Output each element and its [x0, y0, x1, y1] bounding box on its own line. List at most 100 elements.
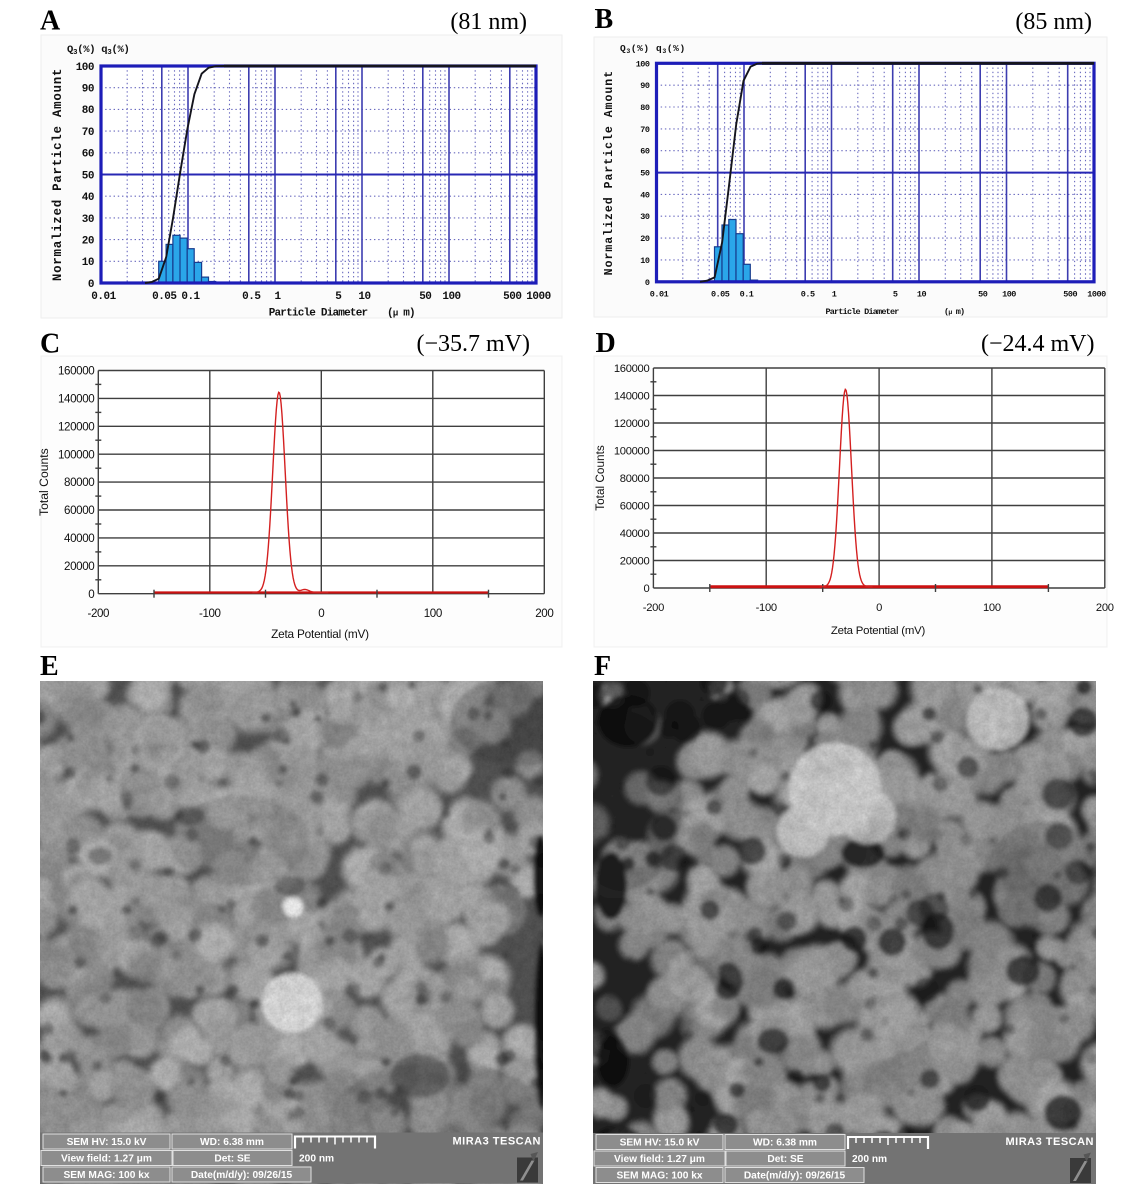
svg-text:SEM HV: 15.0 kV: SEM HV: 15.0 kV — [620, 1138, 700, 1149]
svg-text:1000: 1000 — [1087, 290, 1106, 300]
svg-text:B: B — [595, 4, 614, 35]
svg-text:100: 100 — [636, 59, 650, 69]
svg-text:Zeta Potential (mV): Zeta Potential (mV) — [831, 625, 926, 637]
svg-text:100: 100 — [442, 291, 460, 303]
svg-text:Date(m/d/y): 09/26/15: Date(m/d/y): 09/26/15 — [744, 1171, 846, 1182]
svg-text:10: 10 — [82, 257, 94, 269]
svg-text:5: 5 — [893, 290, 898, 300]
svg-text:D: D — [596, 328, 616, 359]
svg-text:50: 50 — [978, 290, 988, 300]
svg-text:160000: 160000 — [58, 365, 94, 378]
svg-text:-200: -200 — [87, 607, 109, 620]
svg-text:160000: 160000 — [614, 363, 650, 375]
svg-text:Total Counts: Total Counts — [593, 445, 607, 511]
svg-text:0: 0 — [88, 279, 94, 291]
svg-text:50: 50 — [419, 291, 431, 303]
svg-text:(85 nm): (85 nm) — [1015, 9, 1092, 35]
svg-text:Q3(%) q3(%): Q3(%) q3(%) — [67, 44, 129, 57]
svg-text:70: 70 — [82, 127, 94, 139]
svg-text:Particle Diameter: Particle Diameter — [269, 308, 368, 320]
svg-text:50: 50 — [640, 169, 650, 179]
svg-text:200 nm: 200 nm — [299, 1154, 334, 1165]
svg-text:500: 500 — [503, 291, 521, 303]
svg-text:Det: SE: Det: SE — [767, 1154, 803, 1165]
svg-text:200: 200 — [1096, 602, 1114, 614]
svg-text:20: 20 — [82, 235, 94, 247]
svg-text:E: E — [40, 651, 59, 682]
svg-text:0: 0 — [643, 583, 649, 595]
svg-text:SEM MAG: 100 kx: SEM MAG: 100 kx — [616, 1171, 702, 1182]
svg-text:F: F — [594, 651, 611, 682]
svg-text:90: 90 — [640, 81, 650, 91]
svg-text:20000: 20000 — [620, 555, 650, 567]
svg-text:0: 0 — [645, 278, 650, 288]
svg-text:200 nm: 200 nm — [852, 1154, 887, 1165]
svg-text:40: 40 — [82, 192, 94, 204]
svg-text:20: 20 — [640, 234, 650, 244]
svg-text:-100: -100 — [199, 607, 221, 620]
svg-text:10: 10 — [640, 256, 650, 266]
svg-text:40000: 40000 — [620, 528, 650, 540]
svg-text:60000: 60000 — [620, 500, 650, 512]
svg-text:(−35.7 mV): (−35.7 mV) — [416, 331, 530, 357]
svg-text:SEM HV: 15.0 kV: SEM HV: 15.0 kV — [67, 1137, 147, 1148]
svg-text:200: 200 — [535, 607, 553, 620]
svg-text:View field: 1.27 μm: View field: 1.27 μm — [614, 1154, 705, 1165]
svg-text:Det: SE: Det: SE — [214, 1154, 250, 1165]
svg-text:100000: 100000 — [58, 448, 94, 461]
svg-text:(μ m): (μ m) — [944, 307, 964, 317]
svg-text:View field: 1.27 μm: View field: 1.27 μm — [61, 1154, 152, 1165]
svg-text:60000: 60000 — [64, 504, 94, 517]
svg-text:1: 1 — [274, 291, 281, 303]
svg-text:90: 90 — [82, 84, 94, 96]
svg-text:-100: -100 — [756, 602, 777, 614]
svg-text:0.1: 0.1 — [181, 291, 200, 303]
svg-text:0: 0 — [876, 602, 882, 614]
svg-text:0.01: 0.01 — [650, 290, 669, 300]
svg-text:140000: 140000 — [614, 390, 650, 402]
svg-text:100: 100 — [1002, 290, 1016, 300]
svg-text:C: C — [40, 329, 60, 360]
svg-text:5: 5 — [335, 291, 342, 303]
svg-text:500: 500 — [1063, 290, 1077, 300]
svg-text:40000: 40000 — [64, 532, 94, 545]
svg-text:120000: 120000 — [614, 418, 650, 430]
svg-text:Q3(%) q3(%): Q3(%) q3(%) — [620, 43, 686, 55]
svg-text:(μ m): (μ m) — [387, 308, 415, 320]
svg-text:MIRA3 TESCAN: MIRA3 TESCAN — [1005, 1136, 1094, 1148]
svg-text:0.1: 0.1 — [740, 290, 754, 300]
svg-text:40: 40 — [640, 190, 650, 200]
svg-text:A: A — [40, 6, 61, 37]
svg-text:100: 100 — [76, 62, 94, 74]
svg-text:0.5: 0.5 — [801, 290, 815, 300]
svg-text:80: 80 — [82, 105, 94, 117]
svg-text:50: 50 — [82, 170, 94, 182]
svg-text:1000: 1000 — [526, 291, 550, 303]
svg-text:60: 60 — [640, 147, 650, 157]
svg-text:60: 60 — [82, 149, 94, 161]
svg-text:10: 10 — [358, 291, 370, 303]
svg-text:0: 0 — [88, 588, 94, 601]
svg-text:MIRA3 TESCAN: MIRA3 TESCAN — [452, 1136, 541, 1148]
svg-text:Total Counts: Total Counts — [37, 448, 51, 516]
svg-text:80000: 80000 — [620, 473, 650, 485]
svg-text:30: 30 — [82, 214, 94, 226]
svg-text:80: 80 — [640, 103, 650, 113]
svg-text:0.01: 0.01 — [91, 291, 116, 303]
svg-text:100: 100 — [983, 602, 1001, 614]
svg-text:Zeta Potential (mV): Zeta Potential (mV) — [271, 627, 369, 641]
svg-text:WD: 6.38 mm: WD: 6.38 mm — [200, 1137, 264, 1148]
svg-text:(−24.4 mV): (−24.4 mV) — [981, 331, 1095, 357]
svg-text:10: 10 — [917, 290, 927, 300]
svg-text:20000: 20000 — [64, 560, 94, 573]
svg-text:SEM MAG: 100 kx: SEM MAG: 100 kx — [63, 1170, 149, 1181]
svg-text:WD: 6.38 mm: WD: 6.38 mm — [753, 1138, 817, 1149]
svg-text:0.5: 0.5 — [242, 291, 261, 303]
svg-text:140000: 140000 — [58, 393, 94, 406]
svg-text:30: 30 — [640, 212, 650, 222]
svg-text:(81 nm): (81 nm) — [450, 9, 527, 35]
svg-text:80000: 80000 — [64, 476, 94, 489]
svg-text:Date(m/d/y): 09/26/15: Date(m/d/y): 09/26/15 — [191, 1170, 293, 1181]
svg-text:70: 70 — [640, 125, 650, 135]
svg-text:120000: 120000 — [58, 420, 94, 433]
